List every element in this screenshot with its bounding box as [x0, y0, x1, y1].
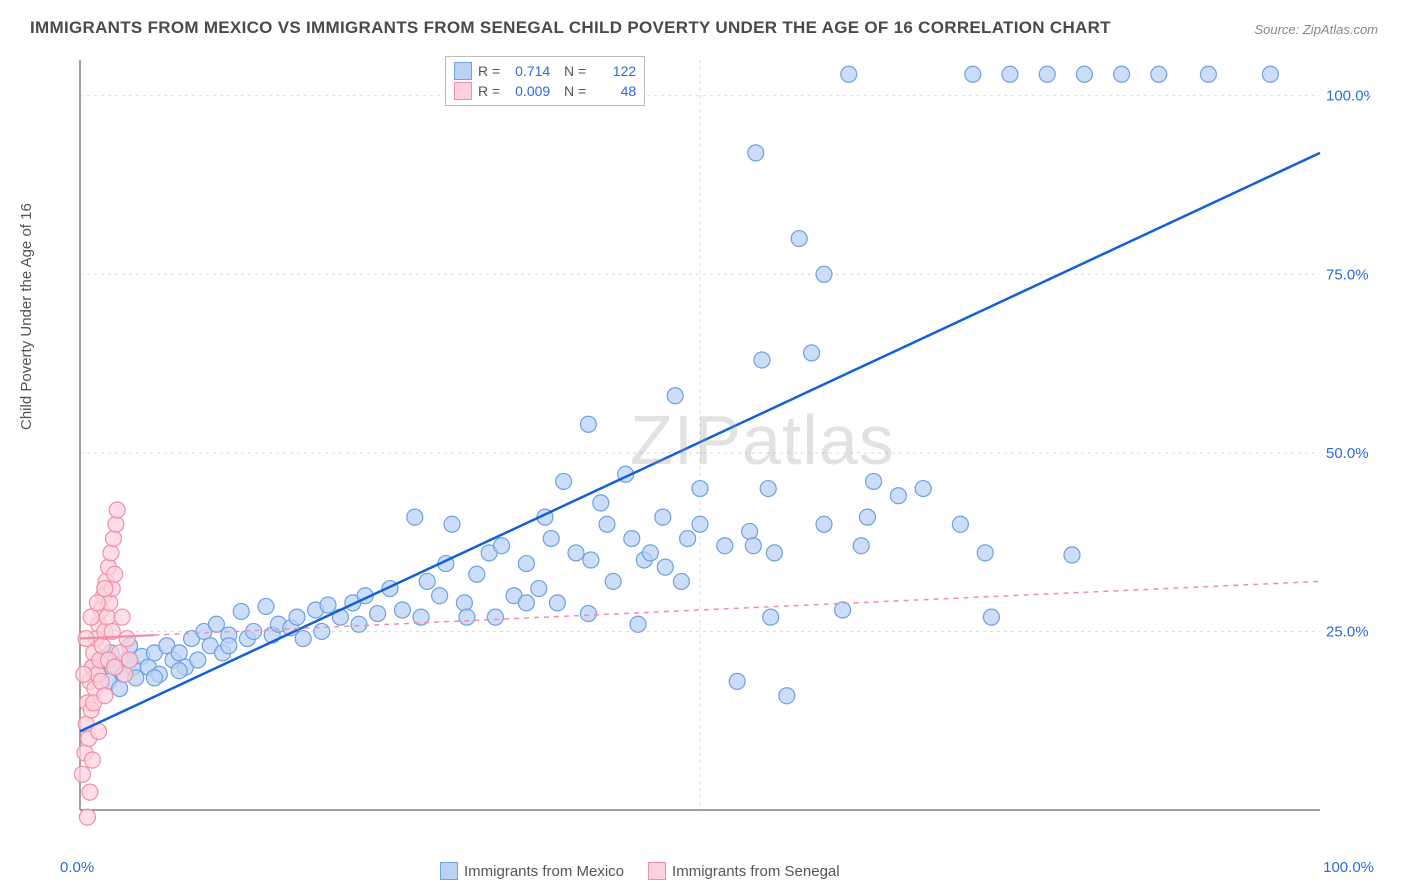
legend-label-mexico: Immigrants from Mexico — [464, 863, 624, 880]
legend-item-senegal: Immigrants from Senegal — [648, 862, 840, 880]
x-tick-max: 100.0% — [1323, 859, 1374, 876]
series-legend: Immigrants from Mexico Immigrants from S… — [440, 862, 840, 880]
svg-text:25.0%: 25.0% — [1326, 623, 1369, 640]
source-attribution: Source: ZipAtlas.com — [1254, 22, 1378, 37]
legend-row-mexico: R = 0.714 N = 122 — [454, 61, 636, 81]
x-tick-min: 0.0% — [60, 859, 94, 876]
chart-title: IMMIGRANTS FROM MEXICO VS IMMIGRANTS FRO… — [30, 18, 1111, 38]
swatch-senegal — [454, 82, 472, 100]
r-value-mexico: 0.714 — [506, 63, 550, 79]
y-axis-label: Child Poverty Under the Age of 16 — [18, 203, 35, 430]
r-label: R = — [478, 63, 500, 79]
legend-row-senegal: R = 0.009 N = 48 — [454, 81, 636, 101]
swatch-mexico — [454, 62, 472, 80]
legend-item-mexico: Immigrants from Mexico — [440, 862, 624, 880]
correlation-legend: R = 0.714 N = 122 R = 0.009 N = 48 — [445, 56, 645, 106]
svg-text:75.0%: 75.0% — [1326, 266, 1369, 283]
r-value-senegal: 0.009 — [506, 83, 550, 99]
scatter-plot-svg: 25.0% 50.0% 75.0% 100.0% — [60, 50, 1370, 840]
r-label: R = — [478, 83, 500, 99]
swatch-senegal-bottom — [648, 862, 666, 880]
legend-label-senegal: Immigrants from Senegal — [672, 863, 840, 880]
n-value-senegal: 48 — [592, 83, 636, 99]
chart-area: 25.0% 50.0% 75.0% 100.0% — [60, 50, 1370, 840]
svg-text:100.0%: 100.0% — [1326, 88, 1370, 105]
n-label: N = — [556, 63, 586, 79]
n-value-mexico: 122 — [592, 63, 636, 79]
n-label: N = — [556, 83, 586, 99]
svg-text:50.0%: 50.0% — [1326, 445, 1369, 462]
swatch-mexico-bottom — [440, 862, 458, 880]
